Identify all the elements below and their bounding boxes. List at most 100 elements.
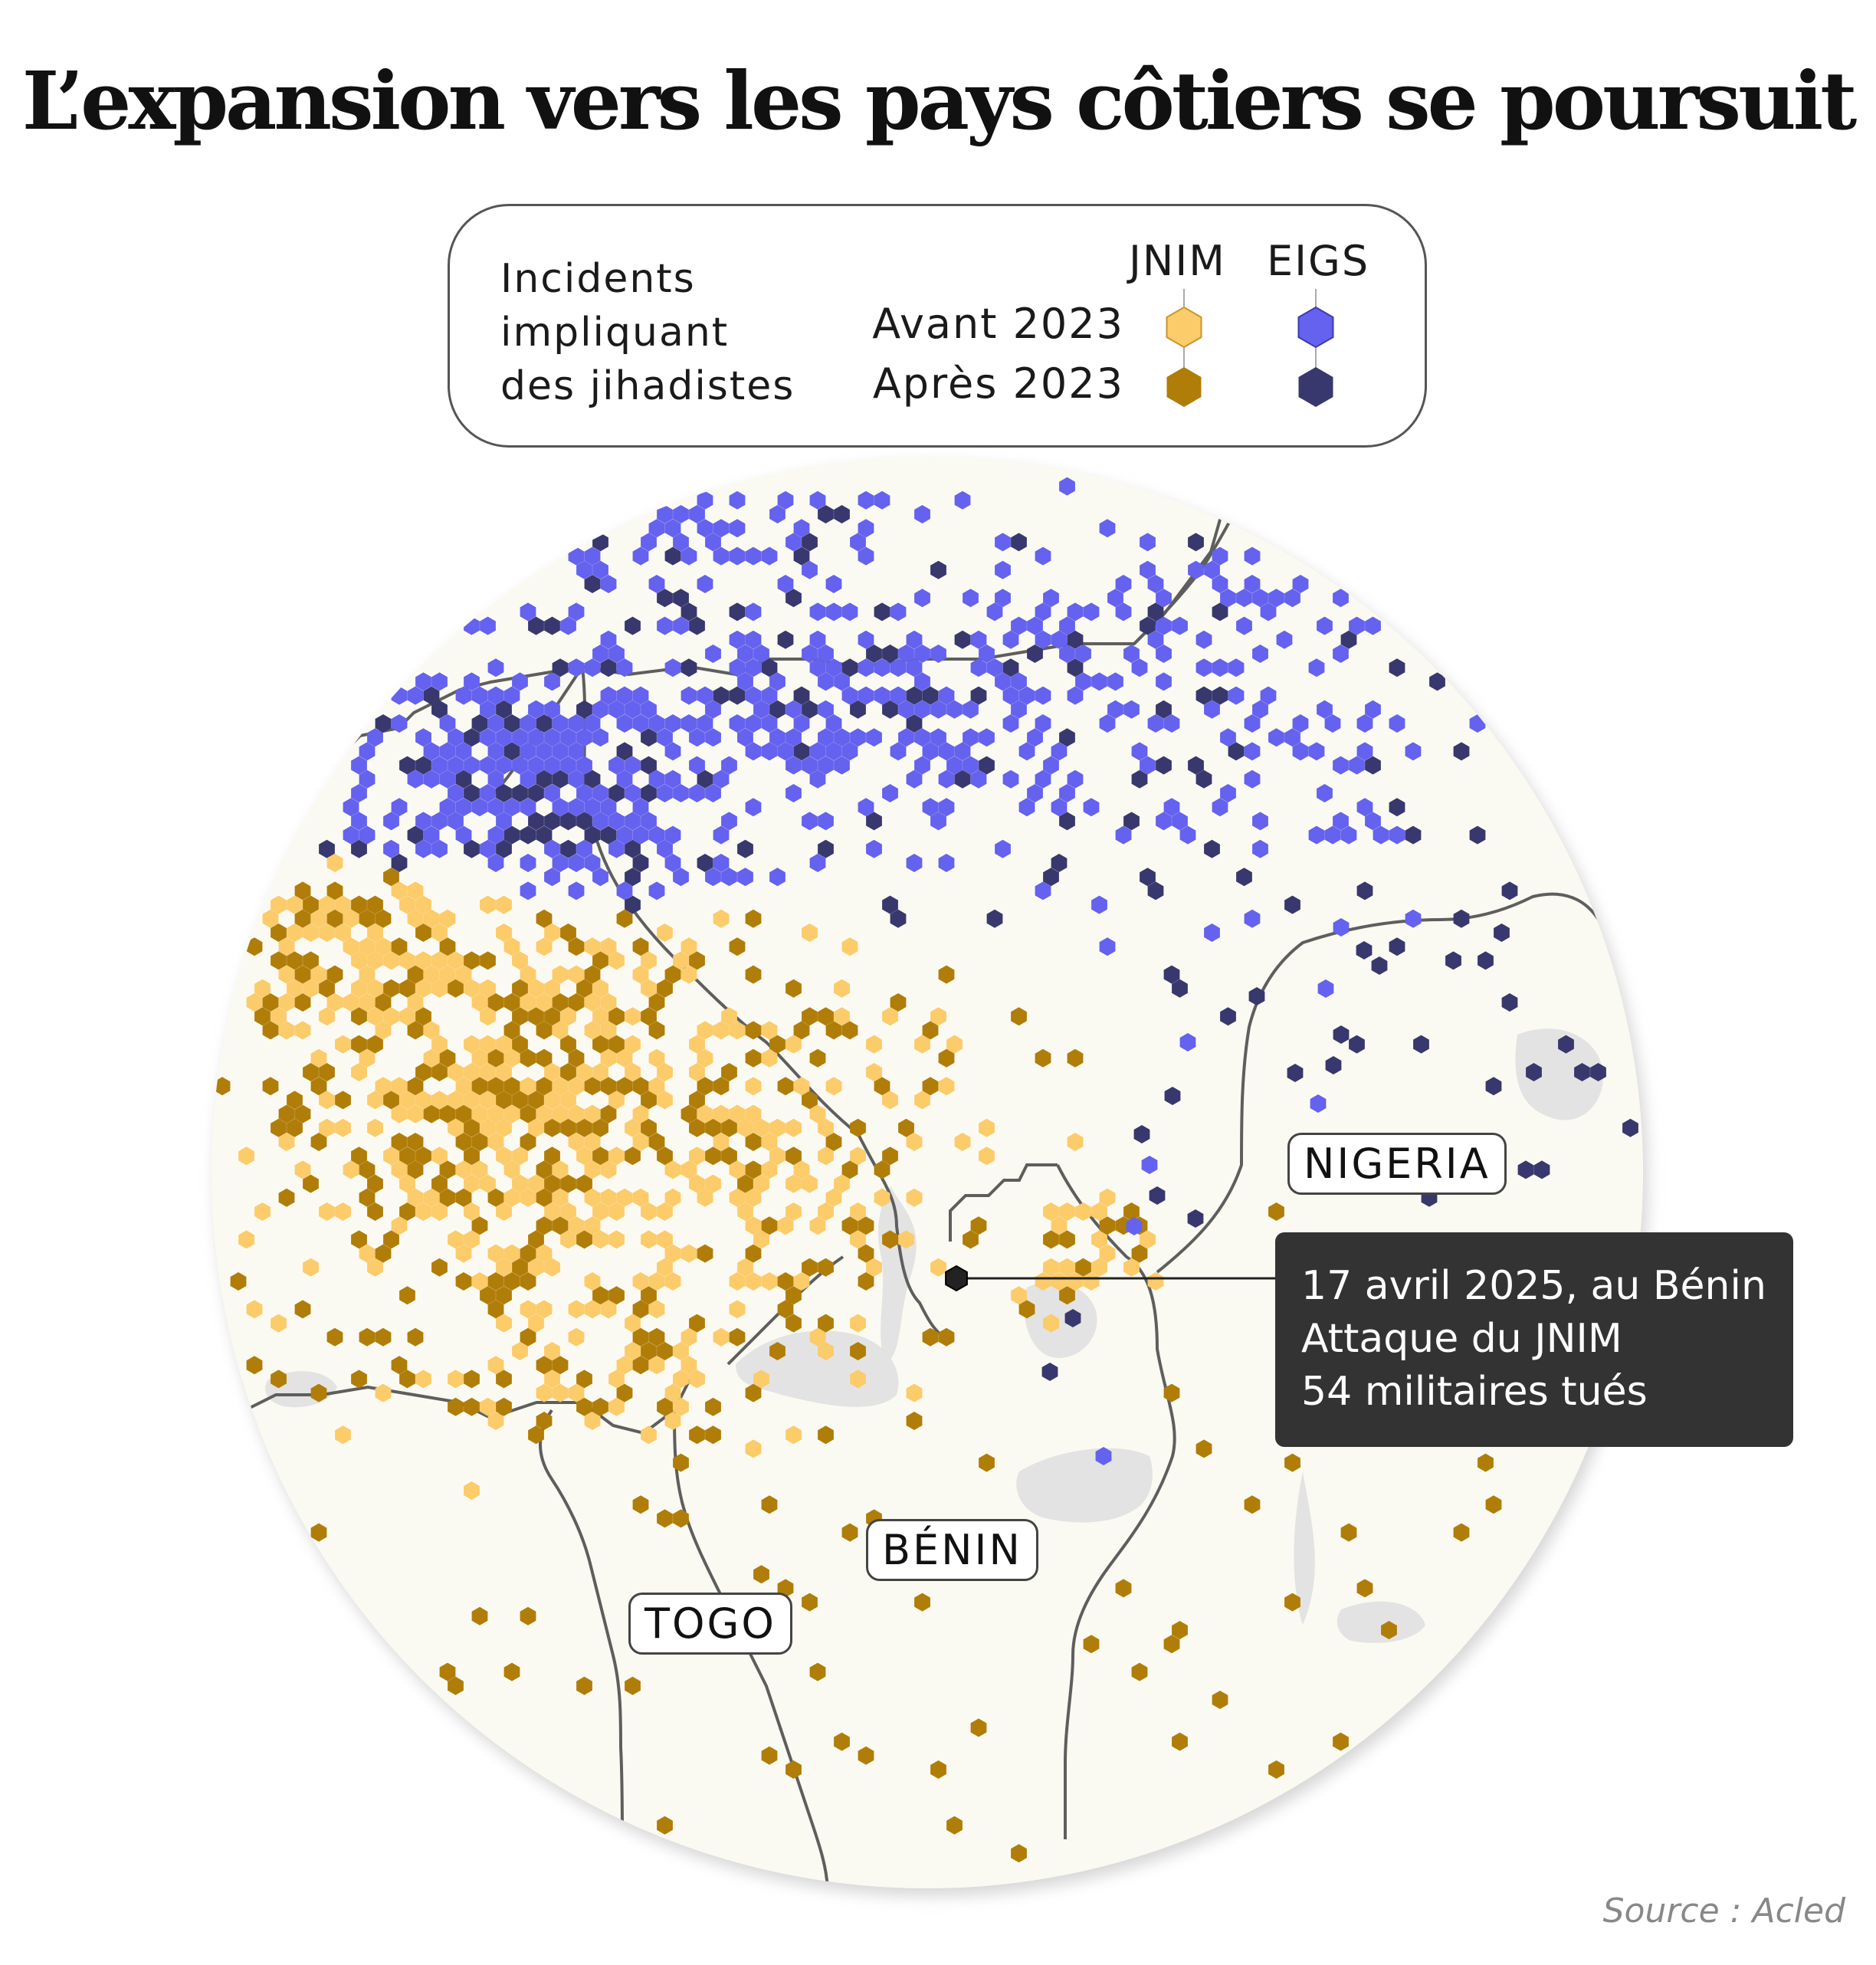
hex-jnim [271,1118,287,1137]
hex-eigs [415,839,431,858]
hex-jnim [303,951,319,970]
hex-eigs [681,714,697,733]
hex-jnim [319,1091,335,1110]
hex-jnim [431,1258,448,1277]
hex-eigs [737,839,753,858]
hex-jnim [407,1104,424,1124]
hex-eigs [841,686,858,705]
hex-eigs [818,672,834,691]
hex-jnim [648,1300,665,1319]
hex-eigs [874,686,890,705]
hex-eigs [560,812,576,831]
hex-eigs [689,616,705,635]
hex-eigs [503,825,520,845]
hex-jnim [818,1342,834,1360]
hex-eigs [673,533,689,552]
hex-jnim [496,1370,512,1389]
hex-eigs [632,825,649,845]
hex-jnim [592,1286,608,1305]
hex-jnim [448,1118,464,1137]
hex-eigs [914,645,930,663]
hex-jnim [399,1147,415,1166]
hex-jnim [753,1174,769,1193]
hex-eigs [793,519,810,538]
hex-eigs [641,533,657,552]
hex-eigs [1067,686,1084,705]
hex-jnim [689,1118,705,1137]
hex-jnim [287,1118,303,1137]
hex-jnim [303,1063,319,1081]
hex-jnim [326,854,343,872]
hex-jnim [415,979,431,998]
hex-jnim [544,1258,560,1277]
hex-jnim [584,1272,601,1291]
hex-jnim [310,1383,327,1402]
hex-eigs [1075,645,1091,663]
hex-jnim [785,1286,802,1305]
hex-eigs [954,769,971,789]
hex-jnim [648,1021,665,1040]
hex-eigs [536,825,553,845]
hex-eigs [544,616,560,635]
hex-eigs [664,742,681,761]
hex-jnim [592,979,608,998]
hex-eigs [1011,533,1027,552]
hex-jnim [326,881,343,900]
hex-eigs [455,825,472,845]
hex-jnim [681,1356,697,1375]
hex-jnim [785,979,802,998]
hex-jnim [648,1048,665,1068]
hex-jnim [407,909,424,928]
hex-eigs [1002,686,1019,705]
hex-jnim [1051,1216,1068,1235]
hex-jnim [584,1104,601,1124]
hex-eigs [785,589,802,608]
hex-jnim [471,1606,488,1625]
hex-jnim [576,1147,592,1166]
hex-jnim [673,951,689,970]
hex-eigs [560,616,576,635]
hex-eigs [1333,812,1349,831]
hex-jnim [785,1202,802,1221]
hex-eigs [1228,658,1245,677]
hex-jnim [439,909,456,928]
hex-eigs [697,519,713,538]
hex-jnim [1059,1258,1075,1277]
hex-eigs [809,602,826,622]
hex-eigs [1156,756,1172,775]
hex-jnim [673,1509,689,1528]
hex-jnim [431,923,448,942]
hex-eigs [1389,825,1405,845]
hex-eigs [1059,616,1075,635]
hex-jnim [335,895,351,914]
hex-jnim [584,993,601,1012]
hex-jnim [568,1077,585,1096]
hex-jnim [785,1035,802,1054]
hex-jnim [367,1258,383,1277]
hex-eigs [825,575,842,593]
hex-eigs [1204,560,1220,579]
hex-jnim [841,1523,858,1542]
hex-jnim [528,979,544,998]
hex-eigs [592,560,608,579]
hex-jnim [448,979,464,998]
hex-jnim [464,1230,480,1249]
hex-jnim [737,1118,753,1137]
hex-eigs [1083,798,1100,817]
hex-jnim [898,1230,914,1249]
hex-eigs [705,645,721,663]
hex-jnim [568,1216,585,1235]
hex-eigs [359,825,376,845]
hex-eigs [1349,616,1365,635]
hex-eigs [769,700,785,719]
hex-eigs [544,672,560,691]
hex-eigs [1204,923,1220,942]
hex-jnim [584,1188,601,1207]
hex-jnim [464,979,480,998]
hex-eigs [954,630,971,649]
hex-eigs [632,714,649,733]
hex-eigs [423,769,440,789]
hex-jnim [230,1272,247,1291]
hex-jnim [979,1453,995,1472]
hex-eigs [520,881,536,900]
